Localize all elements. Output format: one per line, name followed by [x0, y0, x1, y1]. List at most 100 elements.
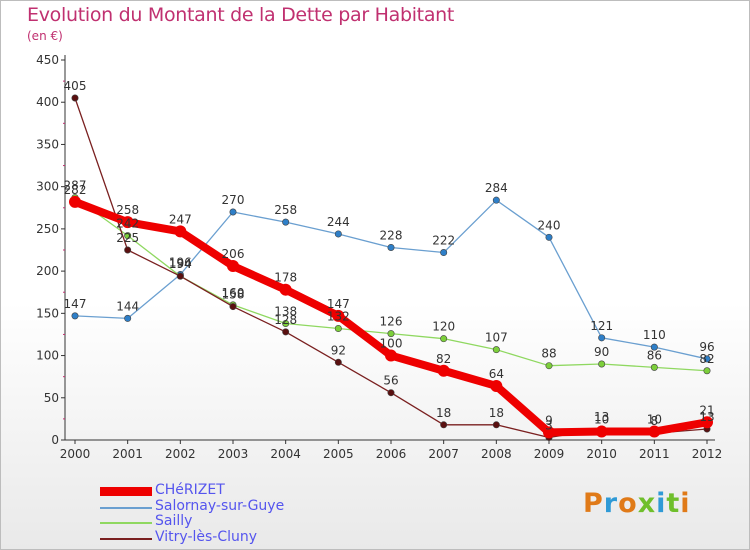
- data-point: [124, 232, 132, 240]
- legend-label: Salornay-sur-Guye: [155, 497, 285, 514]
- data-label: 244: [327, 215, 350, 229]
- proxiti-logo: Proxiti: [583, 488, 691, 519]
- data-point: [282, 328, 290, 336]
- legend-label: Sailly: [155, 513, 193, 529]
- data-point: [595, 425, 608, 438]
- logo-letter: r: [603, 488, 619, 519]
- data-point: [650, 343, 658, 351]
- x-tick-label: 2004: [270, 447, 301, 461]
- data-point: [387, 389, 395, 397]
- data-label: 128: [274, 313, 297, 327]
- data-label: 147: [64, 297, 87, 311]
- data-label: 13: [594, 410, 609, 424]
- data-label: 240: [538, 218, 561, 232]
- data-point: [648, 425, 661, 438]
- x-tick-label: 2002: [165, 447, 196, 461]
- data-point: [490, 379, 503, 392]
- x-tick-label: 2003: [218, 447, 249, 461]
- data-label: 18: [489, 406, 504, 420]
- data-point: [282, 218, 290, 226]
- x-tick-label: 2011: [639, 447, 670, 461]
- x-tick-label: 2001: [112, 447, 143, 461]
- data-point: [545, 362, 553, 370]
- data-label: 282: [64, 183, 87, 197]
- x-tick-label: 2007: [428, 447, 459, 461]
- legend-item: CHéRIZET: [100, 482, 360, 500]
- x-tick-label: 2000: [60, 447, 91, 461]
- data-label: 270: [222, 193, 245, 207]
- legend-swatch: [100, 487, 152, 496]
- data-label: 100: [380, 337, 403, 351]
- data-label: 147: [327, 297, 350, 311]
- data-point: [334, 325, 342, 333]
- legend-label: CHéRIZET: [155, 482, 225, 498]
- data-label: 228: [380, 228, 403, 242]
- data-label: 82: [436, 352, 451, 366]
- data-label: 96: [699, 340, 714, 354]
- data-point: [703, 355, 711, 363]
- data-point: [124, 314, 132, 322]
- data-point: [492, 196, 500, 204]
- data-point: [598, 334, 606, 342]
- logo-letter: i: [656, 488, 667, 519]
- data-point: [387, 330, 395, 338]
- data-point: [279, 283, 292, 296]
- x-tick-label: 2009: [534, 447, 565, 461]
- y-tick-label: 50: [44, 391, 59, 405]
- x-tick-label: 2005: [323, 447, 354, 461]
- data-point: [69, 195, 81, 208]
- data-label: 126: [380, 315, 403, 329]
- legend-item: Vitry-lès-Cluny: [100, 529, 360, 547]
- data-point: [334, 230, 342, 238]
- data-point: [176, 272, 184, 280]
- x-tick-label: 2008: [481, 447, 512, 461]
- data-point: [492, 421, 500, 429]
- x-tick-label: 2006: [376, 447, 407, 461]
- y-tick-label: 150: [36, 306, 59, 320]
- chart-title: Evolution du Montant de la Dette par Hab…: [27, 4, 455, 26]
- logo-letter: o: [618, 488, 638, 519]
- data-label: 64: [489, 367, 504, 381]
- y-tick-label: 300: [36, 180, 59, 194]
- data-point: [227, 260, 239, 273]
- logo-letter: P: [583, 488, 604, 519]
- data-point: [440, 249, 448, 257]
- data-label: 138: [274, 304, 297, 318]
- data-point: [650, 363, 658, 371]
- data-label: 196: [169, 255, 192, 269]
- legend-swatch: [100, 522, 152, 524]
- y-tick-label: 400: [36, 95, 59, 109]
- data-label: 86: [647, 348, 662, 362]
- data-label: 132: [327, 310, 350, 324]
- data-label: 194: [169, 257, 192, 271]
- data-point: [701, 416, 713, 429]
- legend-item: Salornay-sur-Guye: [100, 497, 360, 516]
- data-point: [229, 208, 237, 216]
- data-label: 10: [594, 413, 609, 427]
- data-point: [174, 225, 187, 238]
- x-tick-label: 2010: [586, 447, 617, 461]
- data-point: [440, 335, 448, 343]
- data-label: 56: [383, 374, 398, 388]
- data-label: 82: [699, 352, 714, 366]
- data-point: [387, 243, 395, 251]
- data-label: 8: [651, 414, 659, 428]
- logo-letter: i: [680, 488, 691, 519]
- data-label: 206: [222, 247, 245, 261]
- data-label: 178: [274, 271, 297, 285]
- data-label: 9: [545, 413, 553, 427]
- y-tick-label: 250: [36, 222, 59, 236]
- y-tick-label: 0: [51, 433, 59, 447]
- data-label: 158: [222, 288, 245, 302]
- data-point: [334, 358, 342, 366]
- legend-swatch: [100, 537, 152, 540]
- data-point: [440, 421, 448, 429]
- data-label: 247: [169, 212, 192, 226]
- data-point: [703, 367, 711, 375]
- data-label: 405: [64, 79, 87, 93]
- y-tick-label: 100: [36, 349, 59, 363]
- data-label: 194: [169, 257, 192, 271]
- data-label: 258: [116, 203, 139, 217]
- data-point: [124, 246, 132, 254]
- data-label: 258: [274, 203, 297, 217]
